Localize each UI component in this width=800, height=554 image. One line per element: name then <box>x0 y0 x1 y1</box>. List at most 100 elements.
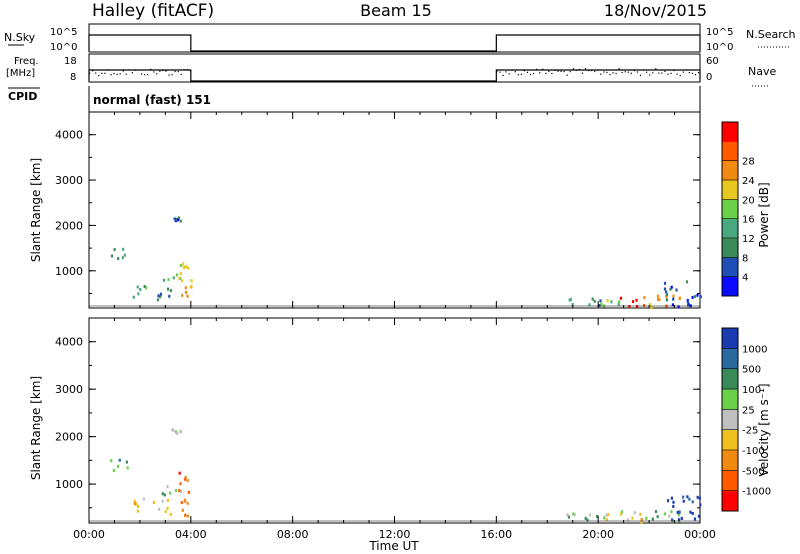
nave-dot <box>529 73 532 76</box>
nave-dot <box>508 73 510 75</box>
data-cell <box>123 253 126 257</box>
data-cell <box>648 303 651 307</box>
freq-panel-frame <box>88 53 701 83</box>
data-cell <box>663 287 667 291</box>
nsky-tick-high-left: 10^5 <box>50 27 77 38</box>
nave-dot <box>642 69 645 71</box>
data-cell <box>161 499 164 503</box>
data-cell <box>658 297 661 301</box>
data-cell <box>670 510 673 514</box>
data-cell <box>172 428 175 432</box>
nave-dot <box>609 73 611 76</box>
data-cell <box>136 285 139 289</box>
nave-dot <box>183 69 185 71</box>
nave-dot <box>110 74 112 76</box>
data-cell <box>696 495 699 499</box>
x-axis-label: Time UT <box>368 539 419 553</box>
data-cell <box>677 518 681 522</box>
data-cell <box>626 518 630 522</box>
data-cell <box>618 300 621 304</box>
data-cell <box>665 290 668 294</box>
nave-label: Nave <box>748 65 776 78</box>
colorbar-swatch <box>722 450 738 471</box>
data-cell <box>179 489 183 493</box>
nave-dot <box>548 70 550 72</box>
data-cell <box>173 217 176 221</box>
colorbar-swatch <box>722 409 738 431</box>
colorbar-swatch <box>722 141 738 162</box>
velocity-ylabel: Slant Range [km] <box>29 376 43 480</box>
x-tick-label: 00:00 <box>73 528 105 541</box>
data-cell <box>691 295 694 299</box>
data-cell <box>172 276 175 280</box>
data-cell <box>179 219 182 223</box>
nave-dot <box>615 72 617 75</box>
x-tick-label: 12:00 <box>379 528 411 541</box>
nave-dot <box>116 73 118 75</box>
nave-dot <box>92 70 94 72</box>
nsky-tick-low-right: 10^0 <box>706 42 733 53</box>
data-cell <box>699 295 702 299</box>
data-cell <box>678 296 681 300</box>
data-cell <box>166 485 169 489</box>
data-cell <box>176 218 180 222</box>
data-cell <box>125 460 128 464</box>
data-cell <box>677 305 680 309</box>
nave-dot <box>575 69 577 71</box>
data-cell <box>599 299 602 303</box>
data-cell <box>132 295 135 299</box>
nave-dot <box>646 71 648 73</box>
nave-dot <box>597 69 599 71</box>
data-cell <box>116 464 120 468</box>
data-cell <box>642 303 646 307</box>
data-cell <box>161 492 164 496</box>
panel-frame <box>88 317 701 524</box>
nave-dot <box>89 72 91 74</box>
data-cell <box>169 512 172 516</box>
data-cell <box>573 512 576 516</box>
nave-dot <box>140 73 143 75</box>
colorbar-tick-label: 16 <box>742 215 755 226</box>
nave-dot <box>128 69 130 71</box>
data-cell <box>171 428 174 432</box>
data-cell <box>178 471 181 475</box>
data-cell <box>133 502 136 506</box>
nave-dot <box>171 74 173 76</box>
data-cell <box>654 510 658 514</box>
nave-dot <box>159 70 161 72</box>
colorbar-swatch <box>722 276 738 297</box>
nsky-tick-high-right: 10^5 <box>706 27 733 38</box>
data-cell <box>159 295 162 299</box>
beam-title: Beam 15 <box>360 1 432 20</box>
cpid-value: normal (fast) 151 <box>93 93 211 107</box>
y-tick-label: 3000 <box>55 174 83 187</box>
data-cell <box>669 287 672 291</box>
nave-dot <box>603 71 605 73</box>
y-tick-label: 1000 <box>55 265 83 278</box>
nave-dot <box>113 72 115 75</box>
nsky-tick-low-left: 10^0 <box>50 42 77 53</box>
data-cell <box>663 281 667 285</box>
data-cell <box>181 293 184 297</box>
nave-dot <box>526 71 529 73</box>
data-cell <box>157 294 160 298</box>
y-tick-label: 1000 <box>55 478 83 491</box>
data-cell <box>687 303 690 307</box>
data-cell <box>656 515 659 519</box>
nave-dot <box>104 72 106 74</box>
data-cell <box>665 293 669 297</box>
colorbar-swatch <box>722 199 738 220</box>
colorbar-swatch <box>722 238 738 258</box>
nave-dot <box>520 73 522 75</box>
data-cell <box>588 513 591 517</box>
data-cell <box>186 266 190 270</box>
y-tick-label: 3000 <box>55 383 83 396</box>
colorbar-swatch <box>722 218 738 239</box>
nave-dot <box>101 72 103 74</box>
nave-dot <box>676 73 678 75</box>
data-cell <box>166 506 169 510</box>
nave-dot <box>624 71 626 73</box>
colorbar-tick-label: 100 <box>742 385 761 396</box>
nave-dot <box>162 69 164 72</box>
colorbar-tick-label: 24 <box>742 176 755 187</box>
